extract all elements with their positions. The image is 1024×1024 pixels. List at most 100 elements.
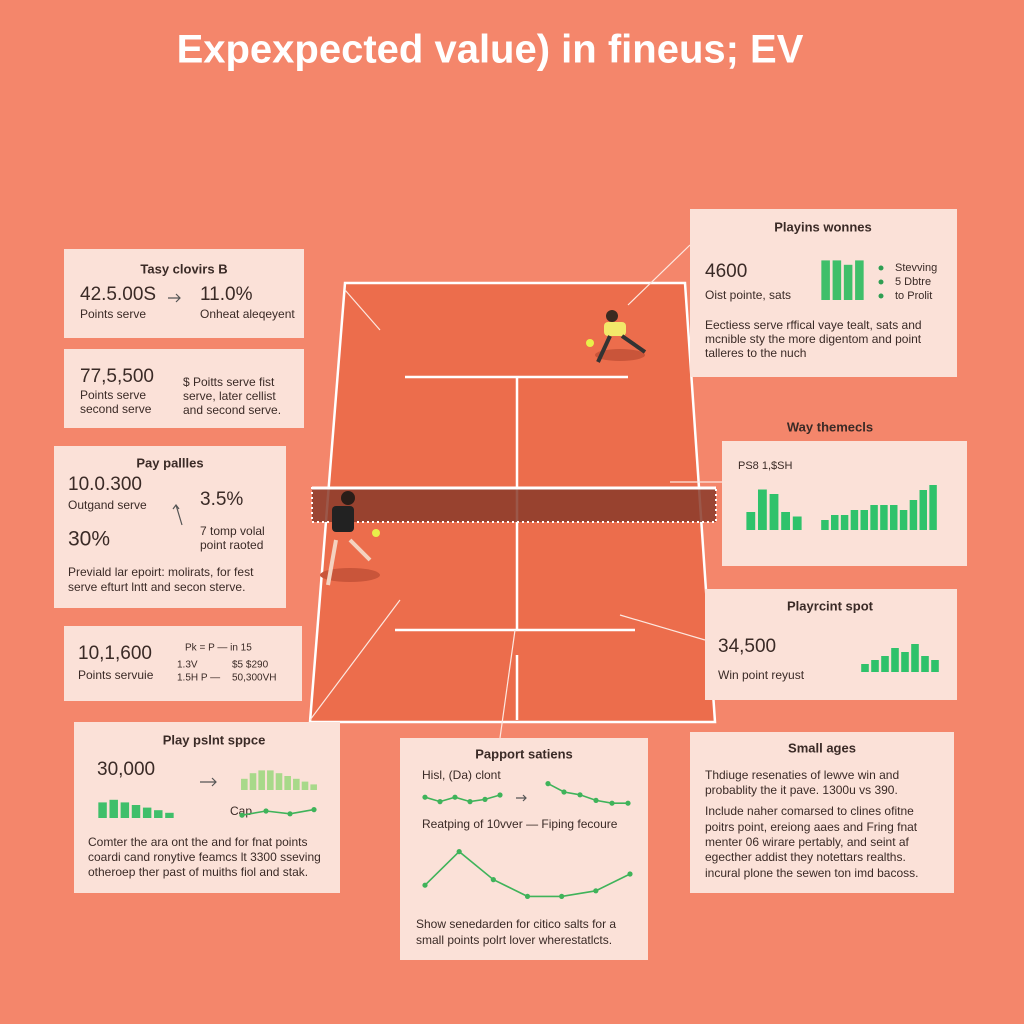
bar [249, 773, 257, 790]
bar [831, 515, 839, 530]
note: and second serve. [183, 403, 281, 417]
cell: 50,300VH [232, 673, 276, 684]
label: Hisl, (Da) clont [422, 768, 501, 782]
panel-title: Tasy clovirs B [140, 261, 227, 276]
cell: $5 $290 [232, 660, 269, 671]
bar [821, 520, 829, 530]
point [561, 789, 567, 795]
value: 42.5.00S [80, 284, 156, 305]
panel-title: Way themecls [787, 419, 873, 434]
label: Points serve [80, 307, 146, 321]
point [452, 794, 458, 800]
arrow [200, 777, 217, 787]
point [263, 808, 269, 814]
point [239, 812, 245, 818]
arrow [168, 293, 181, 303]
label: Points serve [80, 388, 146, 402]
bar [911, 644, 919, 672]
bar [855, 260, 864, 300]
panel-title: Pay pallles [136, 455, 203, 470]
panel [64, 626, 302, 701]
bar [98, 802, 107, 818]
text: otheroep ther past of muiths fiol and st… [88, 865, 308, 879]
bar [881, 656, 889, 672]
bar [921, 656, 929, 672]
panel-title: Playrcint spot [787, 598, 874, 613]
point [625, 800, 631, 806]
note: point raoted [200, 538, 263, 552]
label: second serve [80, 402, 152, 416]
bar [301, 781, 309, 790]
value: 30,000 [97, 759, 155, 780]
charts [98, 260, 939, 900]
title: Expexpected value) in fineus; EV [177, 28, 804, 72]
bar [165, 812, 174, 818]
bar [843, 264, 853, 300]
cell: 1.5H P — [177, 673, 220, 684]
panel-title: Small ages [788, 740, 856, 755]
text: Comter the ara ont the and for fnat poin… [88, 835, 307, 849]
text: Show senedarden for citico salts for a [416, 917, 616, 931]
bar [832, 260, 842, 300]
text: talleres to the nuch [705, 346, 806, 360]
panel [74, 722, 340, 893]
bar [870, 505, 878, 530]
note: 7 tomp volal [200, 524, 265, 538]
bar [258, 770, 265, 790]
value: 30% [68, 528, 110, 551]
bar [860, 510, 868, 530]
annotations [309, 244, 722, 739]
point [482, 796, 488, 803]
panel [64, 249, 304, 338]
bar [154, 810, 163, 818]
point [287, 811, 293, 817]
bar [284, 776, 291, 790]
point [467, 799, 473, 805]
bar [131, 805, 141, 818]
text: poitrs point, ereiong aaes and Fring fna… [705, 820, 918, 834]
panel [64, 349, 304, 428]
cell: 1.3V [177, 660, 198, 671]
legend-dot [878, 293, 884, 299]
bar [241, 778, 248, 790]
panel [690, 732, 954, 893]
text: egecther addist they notettars realths. [705, 850, 906, 864]
text-block: Thdiuge resenaties of lewve win andproba… [705, 768, 918, 880]
formula: Pk = P — in 15 [185, 643, 252, 654]
bar [899, 510, 908, 530]
legend-dot [878, 279, 884, 285]
text: probablity the it pave. 1300u vs 390. [705, 783, 898, 797]
bar [275, 773, 283, 790]
point [490, 877, 496, 883]
arrow [172, 504, 183, 526]
text: coardi cand ronytive feamcs lt 3300 ssev… [88, 850, 321, 864]
panel [400, 738, 648, 960]
label: Outgand serve [68, 498, 147, 512]
bar [267, 770, 274, 790]
panel [54, 446, 286, 608]
arrow [516, 794, 527, 802]
text: serve efturt lntt and secon sterve. [68, 580, 245, 594]
point [609, 800, 615, 806]
label: Points servuie [78, 668, 154, 682]
point [456, 849, 462, 855]
bar [769, 494, 779, 530]
label: PS8 1,$SH [738, 460, 792, 472]
note: serve, later cellist [183, 389, 276, 403]
bar [757, 489, 767, 530]
bar [909, 500, 918, 530]
text: Eectiess serve rffical vaye tealt, sats … [705, 318, 922, 332]
value: 4600 [705, 261, 747, 282]
point [524, 893, 531, 900]
point [422, 882, 428, 888]
bar [109, 799, 118, 818]
bar [840, 515, 849, 530]
legend-entry: to Prolit [895, 290, 932, 302]
value: 34,500 [718, 636, 776, 657]
value: 10,1,600 [78, 643, 152, 664]
text: menter 06 wirare pertably, and seint af [705, 835, 910, 849]
value: 11.0% [200, 284, 253, 305]
bar [891, 648, 899, 672]
